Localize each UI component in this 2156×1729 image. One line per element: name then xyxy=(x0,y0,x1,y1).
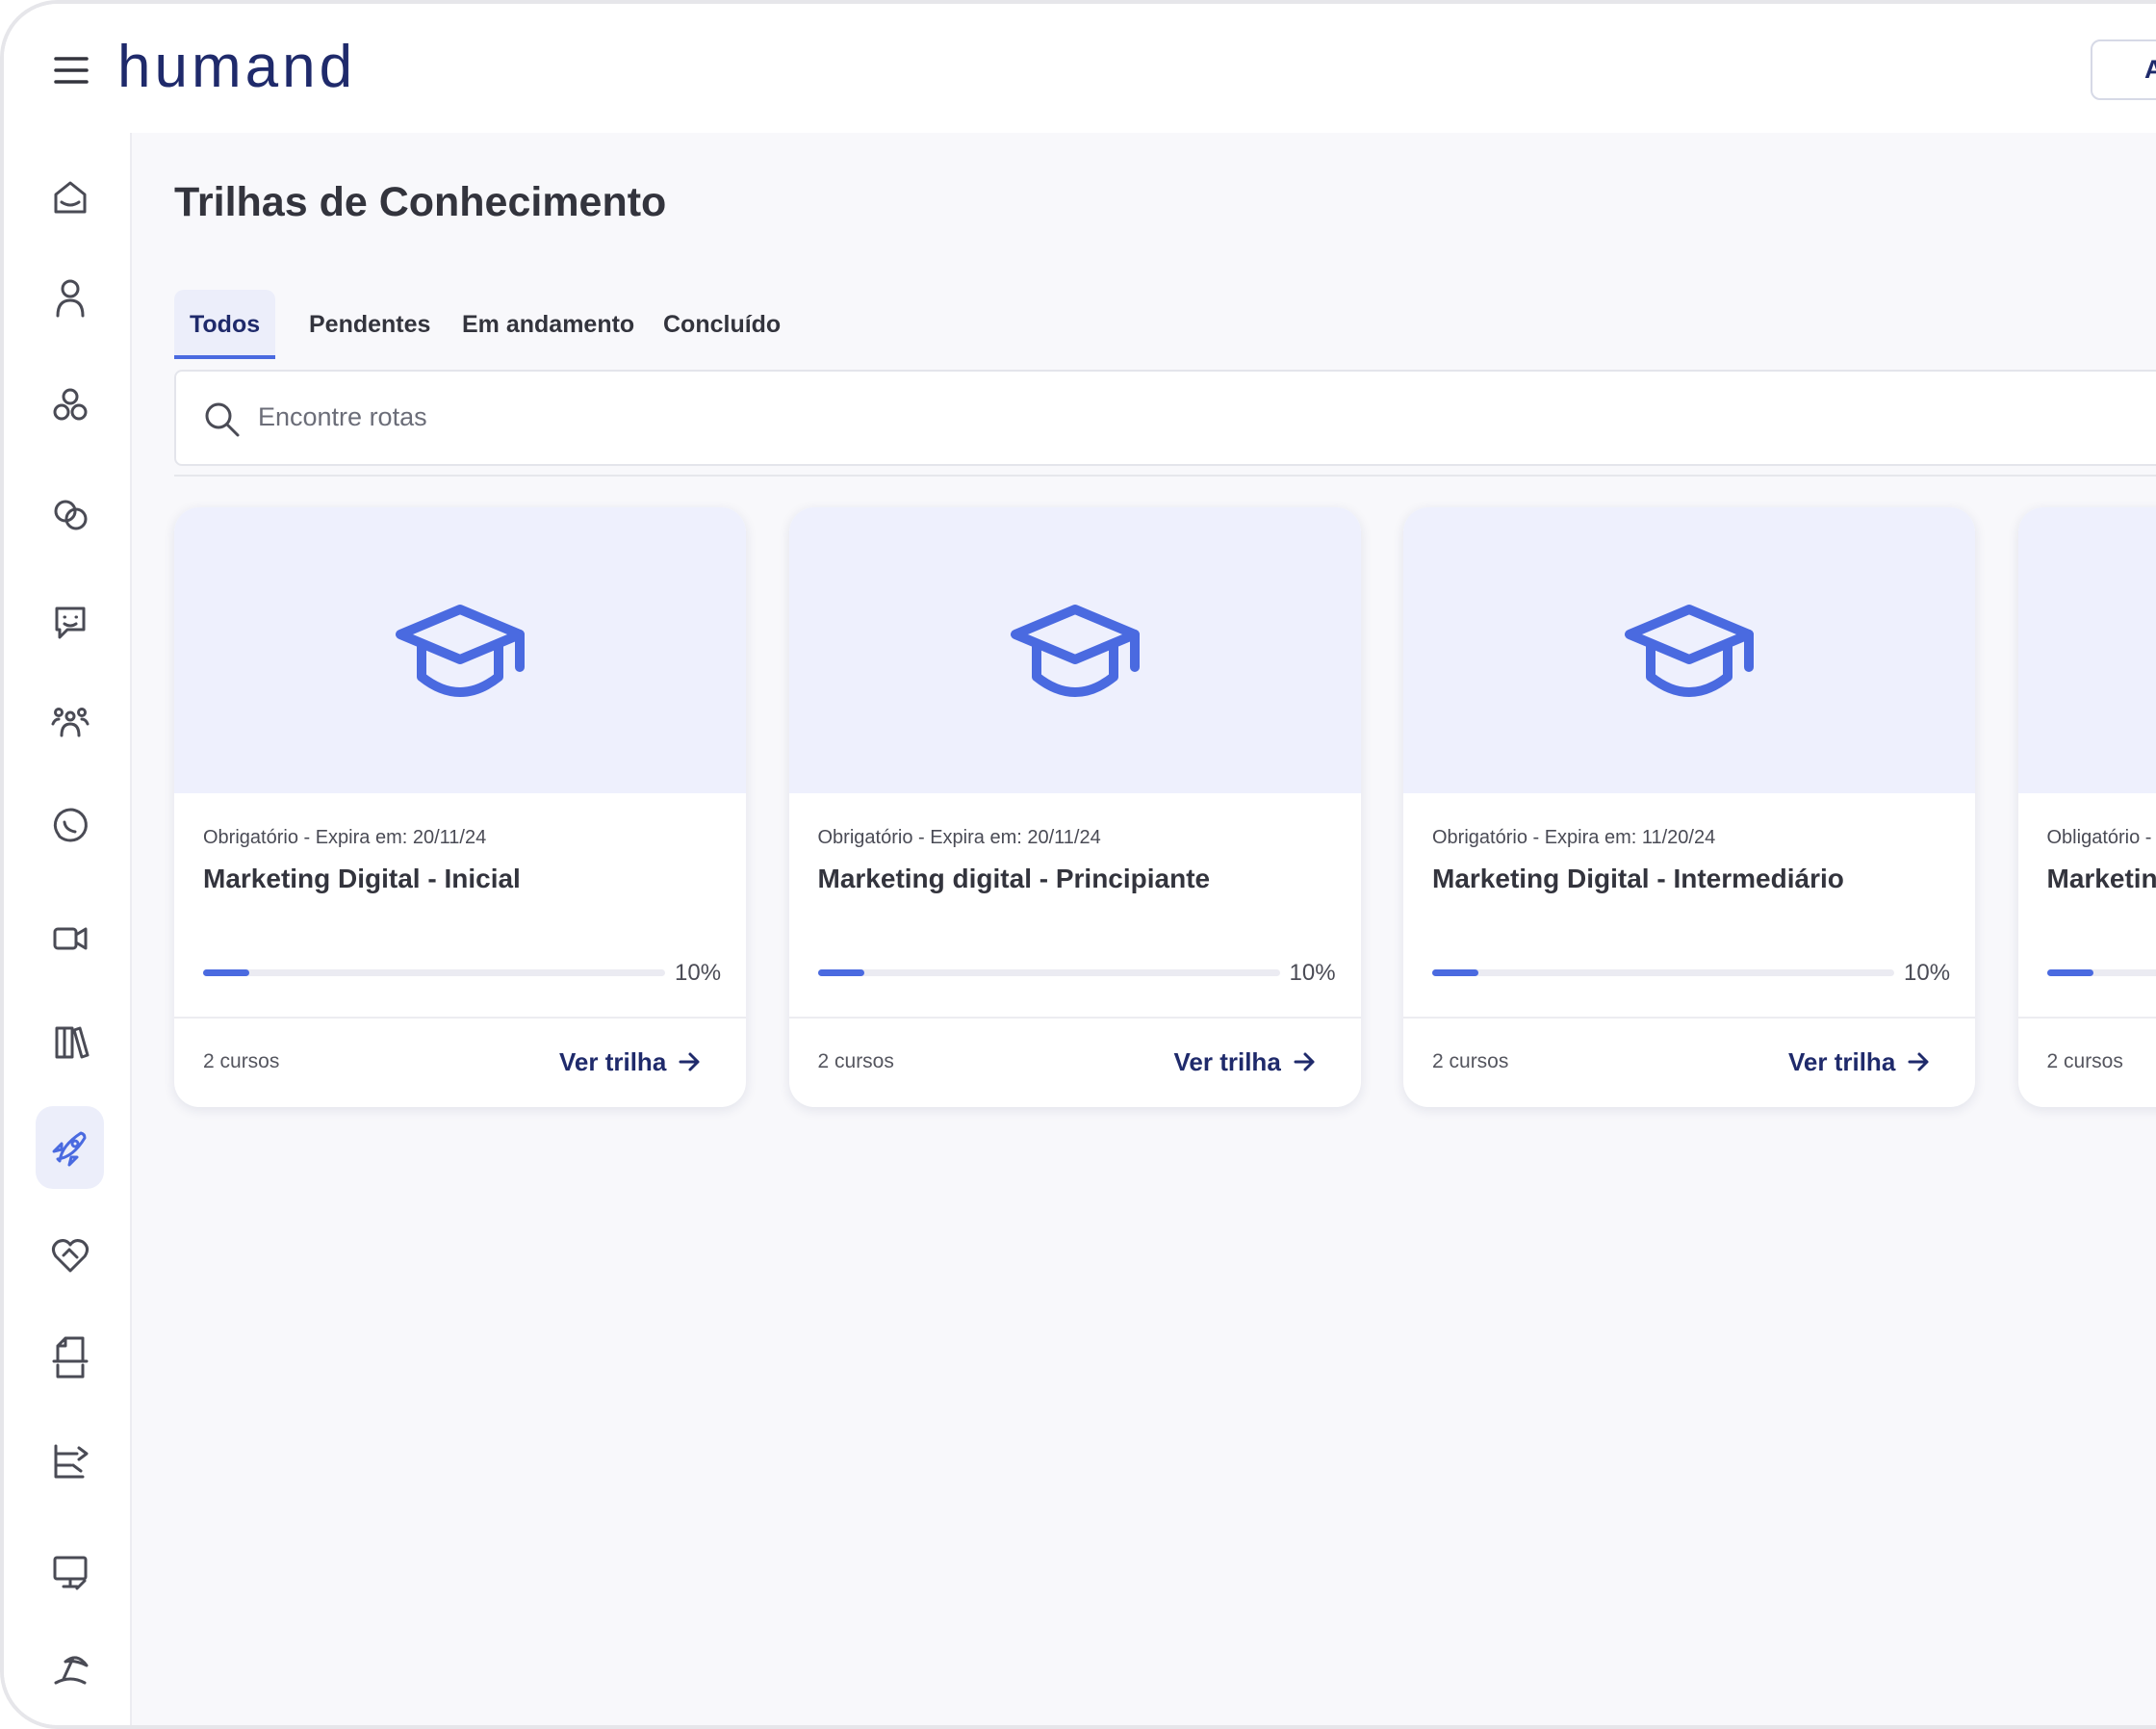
vacation-icon[interactable] xyxy=(54,1656,89,1685)
tab[interactable]: Todos xyxy=(174,290,276,359)
rocket-icon[interactable] xyxy=(52,1131,87,1167)
course-card[interactable]: Obrigatório - Expira em: 20/11/24 Marketi… xyxy=(788,507,1361,1107)
tab-divider xyxy=(174,475,2156,477)
header: humand A xyxy=(4,4,2156,133)
button-label: A xyxy=(2144,55,2156,85)
card-divider xyxy=(788,1017,1361,1019)
graduation-icon xyxy=(1625,605,1754,697)
link-label: Ver trilha xyxy=(1173,1047,1281,1076)
header-button[interactable]: A xyxy=(2091,39,2156,100)
library-icon[interactable] xyxy=(55,1026,90,1059)
document-icon[interactable] xyxy=(52,1336,89,1379)
people-icon[interactable] xyxy=(51,708,90,737)
sidebar xyxy=(4,133,132,1725)
chat-icon[interactable] xyxy=(55,606,86,639)
course-card[interactable]: Obrigatório - Expira em: 11/20/24 Marketi… xyxy=(1403,507,1975,1107)
card-divider xyxy=(2017,1017,2156,1019)
course-count: 2 cursos xyxy=(817,1050,894,1072)
progress-fill xyxy=(2046,969,2093,976)
course-count: 2 cursos xyxy=(203,1050,280,1072)
arrow-icon xyxy=(1294,1052,1315,1071)
page-title: Trilhas de Conhecimento xyxy=(174,179,667,225)
arrow-icon xyxy=(679,1052,700,1071)
card-divider xyxy=(174,1017,746,1019)
card-meta: Obligatório - xyxy=(2046,827,2152,848)
card-title: Marketing Digital - Intermediário xyxy=(1432,864,1844,893)
progress-track xyxy=(2046,969,2156,976)
progress-label: 10% xyxy=(675,960,722,986)
progress-track xyxy=(203,969,665,976)
progress-fill xyxy=(1432,969,1478,976)
card-image xyxy=(788,507,1361,793)
links-icon[interactable] xyxy=(54,500,88,530)
logo[interactable]: humand xyxy=(117,34,357,100)
menu-icon[interactable] xyxy=(54,56,89,85)
search-placeholder: Encontre rotas xyxy=(258,402,427,431)
whatsapp-icon[interactable] xyxy=(53,808,88,842)
card-image xyxy=(2017,507,2156,793)
tab[interactable]: Concluído xyxy=(663,311,782,338)
card-meta: Obrigatório - Expira em: 20/11/24 xyxy=(203,827,487,848)
desktop-icon[interactable] xyxy=(53,1556,88,1590)
card-meta: Obrigatório - Expira em: 20/11/24 xyxy=(817,827,1101,848)
search-box[interactable]: Encontre rotas xyxy=(174,370,2156,466)
progress-fill xyxy=(203,969,249,976)
progress-track xyxy=(1432,969,1894,976)
progress-label: 10% xyxy=(1904,960,1951,986)
card-title: Marketing digital - Principiante xyxy=(817,864,1211,893)
transfer-icon[interactable] xyxy=(54,1444,89,1479)
profile-icon[interactable] xyxy=(56,279,85,318)
progress-label: 10% xyxy=(1289,960,1336,986)
tab[interactable]: Pendentes xyxy=(309,311,431,338)
card-title: Marketing xyxy=(2046,864,2156,893)
card-meta: Obrigatório - Expira em: 11/20/24 xyxy=(1432,827,1716,848)
link-label: Ver trilha xyxy=(559,1047,667,1076)
sidebar-icons xyxy=(36,181,104,1685)
view-link[interactable]: Ver trilha xyxy=(1174,1047,1318,1077)
groups-icon[interactable] xyxy=(53,388,88,421)
card-divider xyxy=(1403,1017,1975,1019)
active-bg xyxy=(36,1106,104,1189)
view-link[interactable]: Ver trilha xyxy=(1788,1047,1932,1077)
card-image xyxy=(1403,507,1975,793)
search-icon xyxy=(205,402,240,437)
main-content: Trilhas de Conhecimento Todos Pendentes Em… xyxy=(132,133,2156,1725)
arrow-icon xyxy=(1908,1052,1929,1071)
course-card[interactable]: Obrigatório - Expira em: 20/11/24 Marketi… xyxy=(174,507,746,1107)
card-image xyxy=(174,507,746,793)
graduation-icon xyxy=(1010,605,1140,697)
home-icon[interactable] xyxy=(54,181,87,214)
course-card[interactable]: Obligatório - Marketing 2 cursos xyxy=(2017,507,2156,1107)
link-label: Ver trilha xyxy=(1788,1047,1896,1076)
graduation-icon xyxy=(396,605,525,697)
care-icon[interactable] xyxy=(51,1239,90,1273)
card-title: Marketing Digital - Inicial xyxy=(203,864,521,893)
course-count: 2 cursos xyxy=(2046,1050,2123,1072)
progress-track xyxy=(817,969,1280,976)
course-count: 2 cursos xyxy=(1432,1050,1509,1072)
progress-fill xyxy=(817,969,864,976)
view-link[interactable]: Ver trilha xyxy=(559,1047,703,1077)
video-icon[interactable] xyxy=(53,927,88,950)
tab[interactable]: Em andamento xyxy=(462,311,635,338)
